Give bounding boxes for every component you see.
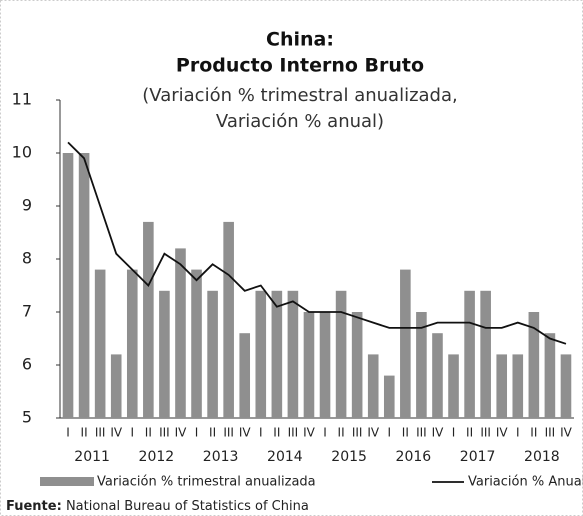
bar xyxy=(175,248,186,418)
x-tick-label: II xyxy=(402,426,409,440)
year-label: 2017 xyxy=(460,449,496,465)
bar xyxy=(400,269,411,418)
x-tick-label: I xyxy=(452,426,456,440)
y-tick-label: 10 xyxy=(12,143,32,162)
bar xyxy=(560,354,572,418)
x-tick-label: III xyxy=(352,426,363,440)
bar xyxy=(351,312,363,418)
bar xyxy=(223,221,234,418)
bar xyxy=(496,354,508,418)
x-tick-label: IV xyxy=(496,426,509,440)
bar xyxy=(62,153,74,418)
y-tick-label: 9 xyxy=(22,196,32,215)
y-tick-label: 8 xyxy=(22,249,32,268)
bar xyxy=(464,290,475,418)
year-label: 2014 xyxy=(267,449,303,465)
bar xyxy=(480,290,491,418)
x-tick-label: IV xyxy=(239,426,252,440)
x-tick-label: III xyxy=(159,426,170,440)
bar xyxy=(512,354,524,418)
chart-title: China: xyxy=(266,29,334,51)
x-tick-label: II xyxy=(145,426,152,440)
y-tick-label: 6 xyxy=(22,355,32,374)
x-tick-label: III xyxy=(288,426,299,440)
y-tick-label: 11 xyxy=(12,90,32,109)
x-tick-label: I xyxy=(259,426,263,440)
line xyxy=(67,141,567,345)
source: Fuente: National Bureau of Statistics of… xyxy=(6,499,309,514)
x-tick-label: I xyxy=(388,426,392,440)
chart-title: Producto Interno Bruto xyxy=(176,55,424,77)
x-tick-label: IV xyxy=(110,426,123,440)
year-label: 2016 xyxy=(396,449,432,465)
bar xyxy=(448,354,459,418)
bar xyxy=(239,333,251,418)
x-tick-label: II xyxy=(209,426,216,440)
bar xyxy=(383,375,395,418)
bar xyxy=(78,153,90,418)
bar xyxy=(255,290,267,418)
x-tick-label: I xyxy=(66,426,70,440)
x-tick-label: II xyxy=(338,426,345,440)
x-tick-label: III xyxy=(480,426,491,440)
x-tick-label: I xyxy=(195,426,199,440)
x-tick-label: II xyxy=(530,426,537,440)
x-tick-label: III xyxy=(416,426,427,440)
x-tick-label: II xyxy=(81,426,88,440)
bar xyxy=(303,312,315,418)
x-tick-label: III xyxy=(95,426,106,440)
x-tick-label: I xyxy=(323,426,327,440)
legend-swatch xyxy=(40,477,94,486)
bar xyxy=(271,290,283,418)
bar xyxy=(367,354,379,418)
y-tick-label: 5 xyxy=(22,408,32,427)
x-tick-label: IV xyxy=(367,426,380,440)
source-text: National Bureau of Statistics of China xyxy=(66,499,309,514)
x-tick-label: III xyxy=(223,426,234,440)
bar xyxy=(335,290,347,418)
bar xyxy=(287,290,299,418)
x-tick-label: I xyxy=(131,426,135,440)
bar xyxy=(416,312,427,418)
bar xyxy=(528,312,540,418)
x-tick-label: II xyxy=(273,426,280,440)
bar xyxy=(191,269,202,418)
year-label: 2012 xyxy=(139,449,175,465)
source-label: Fuente: xyxy=(6,499,62,514)
bar xyxy=(207,290,218,418)
year-label: 2018 xyxy=(524,449,560,465)
x-tick-label: IV xyxy=(432,426,445,440)
bar xyxy=(544,333,556,418)
bar xyxy=(432,333,443,418)
x-tick-label: III xyxy=(545,426,556,440)
year-label: 2011 xyxy=(74,449,110,465)
chart-subtitle: Variación % anual) xyxy=(216,111,384,132)
legend-label: Variación % trimestral anualizada xyxy=(97,475,316,490)
bar xyxy=(159,290,170,418)
year-label: 2015 xyxy=(331,449,367,465)
chart-subtitle: (Variación % trimestral anualizada, xyxy=(142,85,457,106)
bar xyxy=(319,312,331,418)
bar xyxy=(110,354,122,418)
year-label: 2013 xyxy=(203,449,239,465)
bar xyxy=(126,269,138,418)
bar xyxy=(143,221,154,418)
x-tick-label: I xyxy=(516,426,520,440)
legend-label: Variación % Anual xyxy=(468,475,583,490)
x-tick-label: IV xyxy=(303,426,316,440)
x-tick-label: IV xyxy=(560,426,573,440)
bar xyxy=(94,269,106,418)
y-tick-label: 7 xyxy=(22,302,32,321)
x-tick-label: II xyxy=(466,426,473,440)
x-tick-label: IV xyxy=(175,426,188,440)
